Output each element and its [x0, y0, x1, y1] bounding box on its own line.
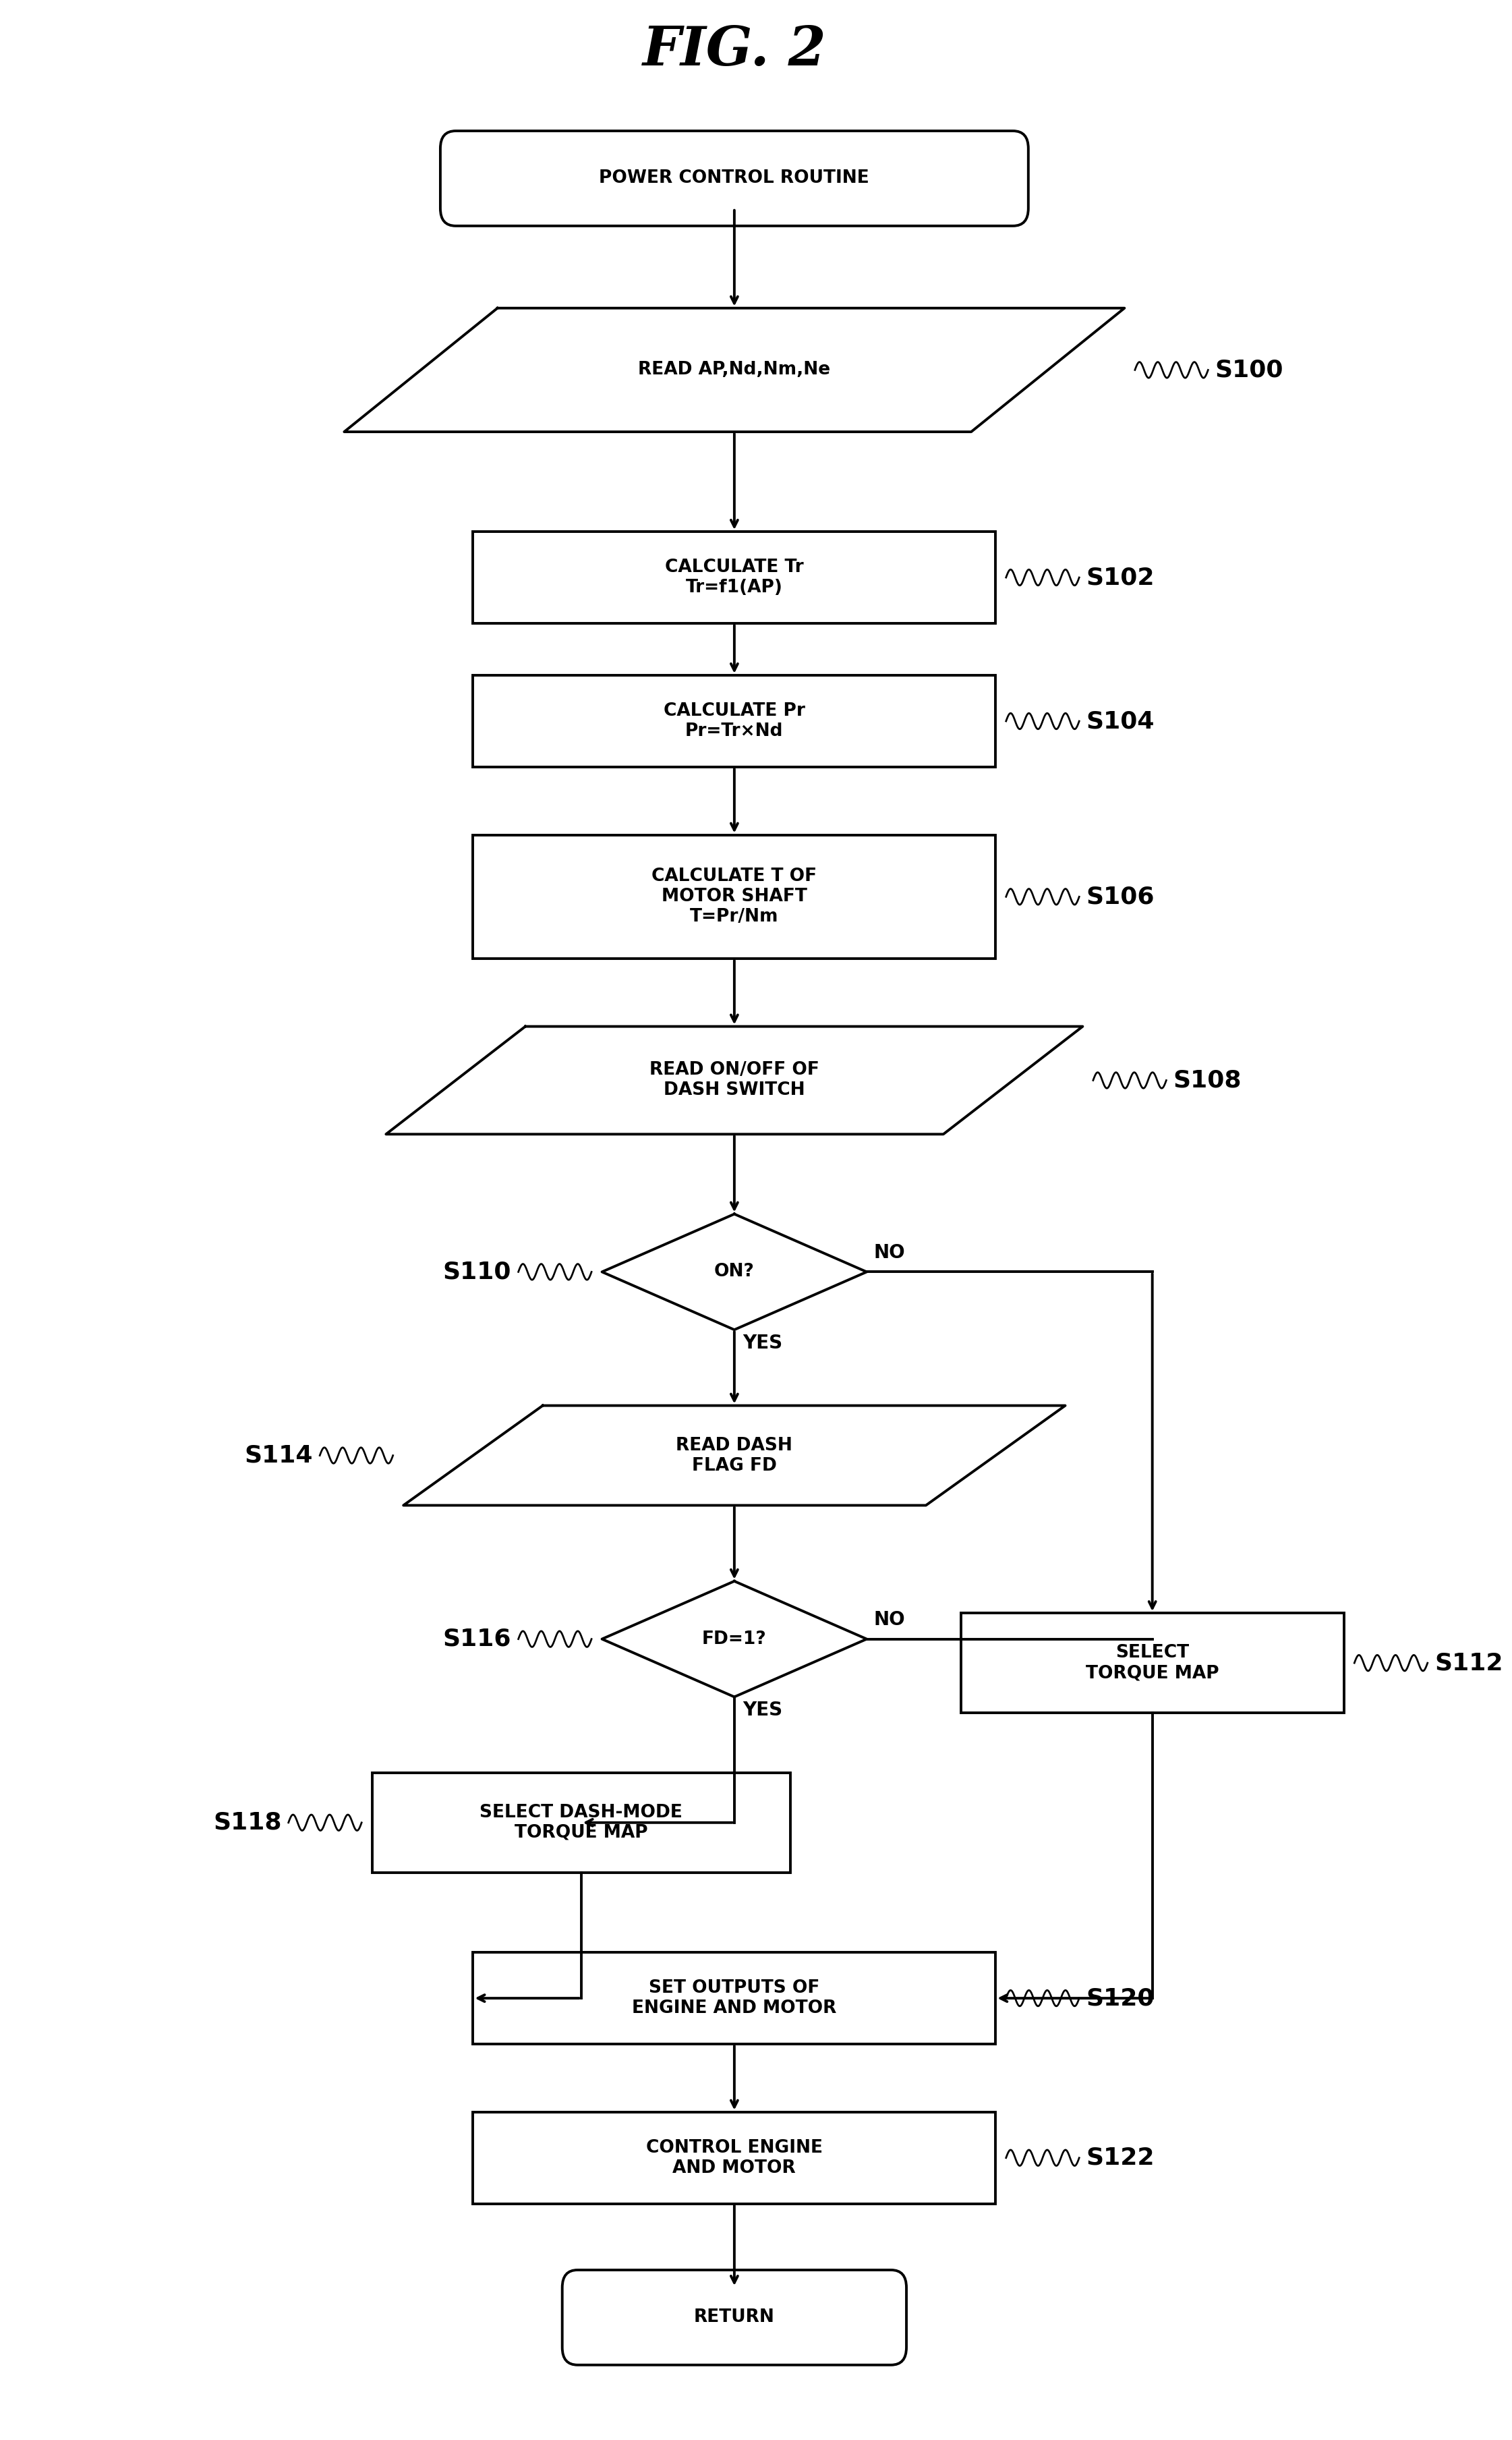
Text: CONTROL ENGINE
AND MOTOR: CONTROL ENGINE AND MOTOR [646, 2140, 823, 2176]
Text: S118: S118 [213, 1810, 281, 1835]
Text: S112: S112 [1435, 1652, 1503, 1674]
Bar [372, 1774, 791, 1871]
Bar [473, 834, 995, 959]
Bar [960, 1613, 1344, 1713]
Text: S120: S120 [1086, 1986, 1155, 2011]
Text: CALCULATE Tr
Tr=f1(AP): CALCULATE Tr Tr=f1(AP) [665, 559, 804, 595]
Polygon shape [602, 1215, 866, 1330]
Text: YES: YES [742, 1335, 783, 1352]
Text: S102: S102 [1086, 566, 1155, 588]
Text: S114: S114 [245, 1444, 313, 1466]
Text: S100: S100 [1216, 359, 1284, 381]
Text: FD=1?: FD=1? [702, 1630, 767, 1647]
FancyBboxPatch shape [562, 2269, 906, 2364]
Text: NO: NO [874, 1244, 906, 1261]
FancyBboxPatch shape [440, 132, 1028, 227]
Bar [473, 532, 995, 622]
Text: SET OUTPUTS OF
ENGINE AND MOTOR: SET OUTPUTS OF ENGINE AND MOTOR [632, 1979, 836, 2018]
Polygon shape [386, 1027, 1083, 1135]
Text: S122: S122 [1086, 2147, 1155, 2169]
Bar [473, 676, 995, 766]
Bar [473, 1952, 995, 2045]
Text: SELECT
TORQUE MAP: SELECT TORQUE MAP [1086, 1645, 1219, 1681]
Text: NO: NO [874, 1610, 906, 1630]
Text: RETURN: RETURN [694, 2308, 774, 2325]
Text: S108: S108 [1173, 1069, 1241, 1091]
Text: S106: S106 [1086, 886, 1155, 908]
Text: ON?: ON? [714, 1264, 754, 1281]
Text: S104: S104 [1086, 710, 1155, 732]
Text: FIG. 2: FIG. 2 [643, 24, 826, 76]
Text: CALCULATE T OF
MOTOR SHAFT
T=Pr/Nm: CALCULATE T OF MOTOR SHAFT T=Pr/Nm [652, 869, 816, 925]
Polygon shape [404, 1405, 1066, 1505]
Text: YES: YES [742, 1701, 783, 1720]
Text: SELECT DASH-MODE
TORQUE MAP: SELECT DASH-MODE TORQUE MAP [479, 1803, 682, 1842]
Text: POWER CONTROL ROUTINE: POWER CONTROL ROUTINE [599, 171, 869, 188]
Text: READ ON/OFF OF
DASH SWITCH: READ ON/OFF OF DASH SWITCH [649, 1061, 820, 1098]
Text: READ AP,Nd,Nm,Ne: READ AP,Nd,Nm,Ne [638, 361, 830, 378]
Bar [473, 2113, 995, 2203]
Text: CALCULATE Pr
Pr=Tr×Nd: CALCULATE Pr Pr=Tr×Nd [664, 703, 804, 739]
Polygon shape [345, 307, 1125, 432]
Text: READ DASH
FLAG FD: READ DASH FLAG FD [676, 1437, 792, 1474]
Text: S110: S110 [443, 1261, 511, 1283]
Text: S116: S116 [443, 1627, 511, 1649]
Polygon shape [602, 1581, 866, 1696]
